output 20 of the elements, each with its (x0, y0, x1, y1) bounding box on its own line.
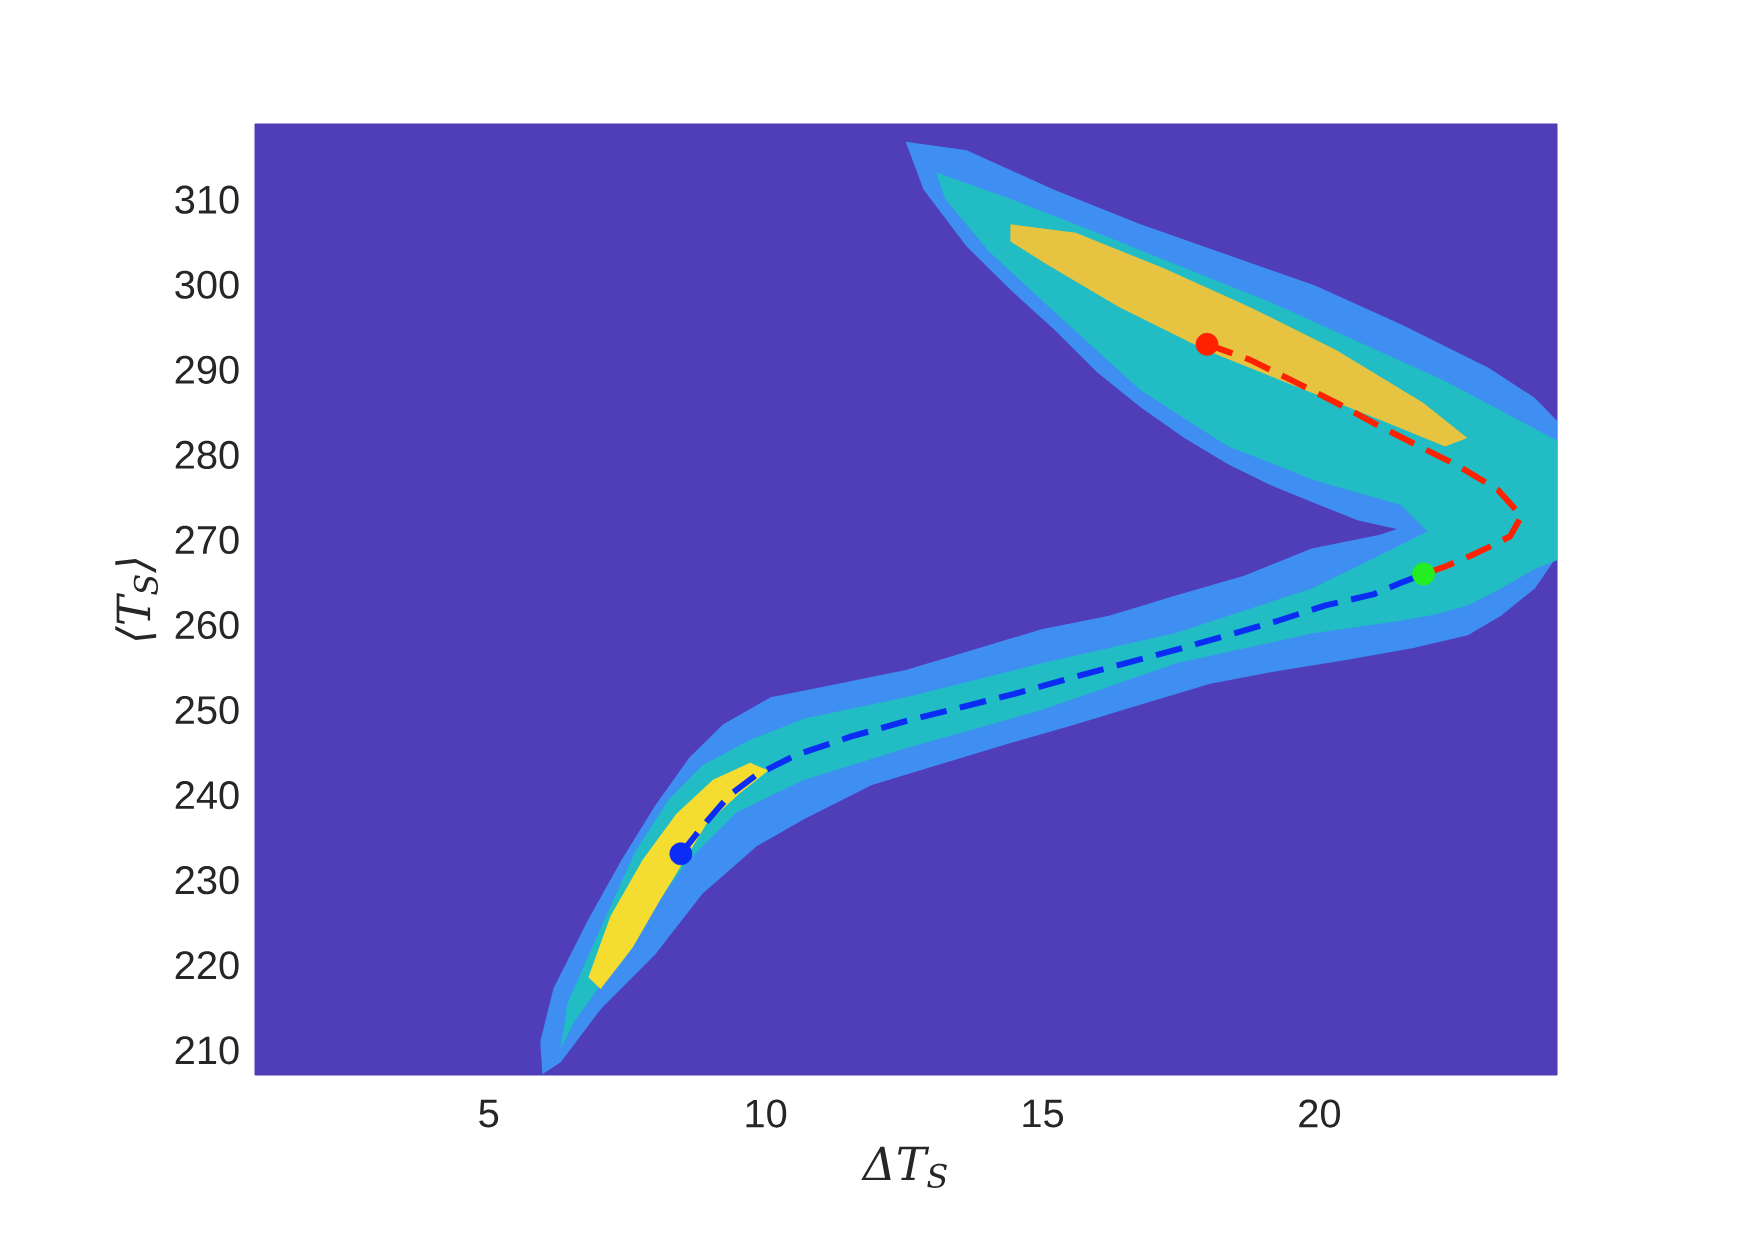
x-tick-label: 15 (1023, 1099, 1064, 1128)
y-tick-label: 280 (175, 440, 239, 469)
y-tick-label: 250 (175, 695, 239, 725)
point (669, 842, 693, 866)
y-tick-label: 220 (175, 951, 239, 980)
y-tick-label: 270 (175, 525, 239, 555)
y-tick-label: 210 (175, 1036, 239, 1065)
y-tick-label: 230 (175, 866, 239, 895)
y-tick-label: 300 (175, 270, 239, 299)
y-tick-label: 310 (175, 185, 239, 214)
y-axis-title: ⟨T$_{S}$⟩ (115, 558, 158, 641)
x-tick-label: 5 (479, 1099, 499, 1128)
point (1412, 562, 1435, 586)
y-tick-label: 290 (175, 355, 239, 384)
x-tick-label: 20 (1299, 1099, 1341, 1128)
x-axis-title: ΔT$_{S}$ (861, 1146, 947, 1189)
point (1195, 332, 1219, 356)
x-tick-label: 10 (746, 1099, 787, 1128)
y-tick-label: 260 (175, 610, 239, 640)
y-tick-label: 240 (175, 781, 239, 810)
